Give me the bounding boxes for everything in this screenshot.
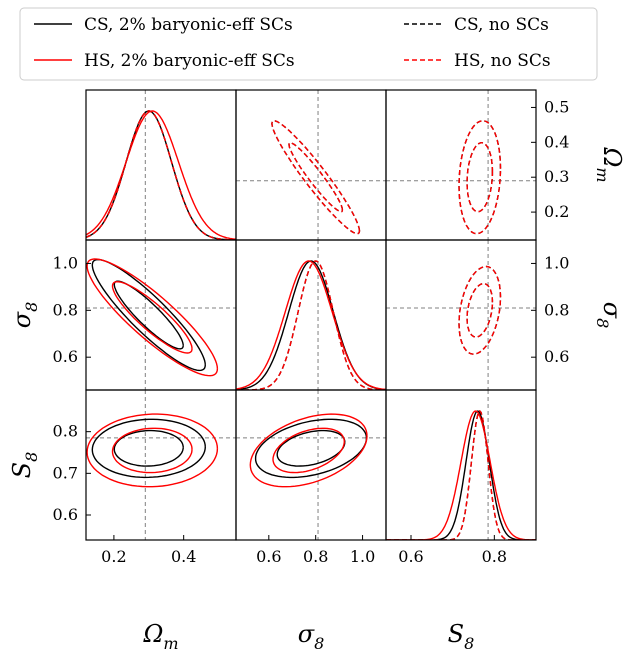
corner-panels [85, 89, 537, 541]
y-right-tick-label-sigma_8-2: 1.0 [544, 253, 569, 272]
ylabel-right-sigma-8: σ8 [593, 302, 626, 329]
diag-curve-s_8-1 [386, 410, 536, 540]
contour-sigma_8-omega_m-3-0 [288, 141, 344, 213]
contour-s_8-sigma_8-2-0 [466, 282, 494, 338]
y-tick-label-s_8-2: 0.8 [53, 422, 78, 441]
diag-curve-sigma_8-2 [236, 260, 386, 390]
xlabel-sigma-8-sub: 8 [314, 634, 324, 650]
contour-omega_m-sigma_8-1-0 [111, 280, 193, 354]
contour-sigma_8-s_8-0-1 [254, 418, 368, 479]
legend-entry-4: HS, no SCs [454, 51, 551, 71]
contour-omega_m-s_8-1-0 [111, 427, 193, 474]
diag-curve-omega_m-1 [86, 110, 236, 240]
diag-curve-sigma_8-1 [236, 260, 386, 390]
contour-s_8-omega_m-3-0 [466, 141, 494, 213]
x-tick-label-s_8-1: 0.8 [482, 547, 507, 566]
y-right-tick-label-sigma_8-1: 0.8 [544, 300, 569, 319]
xlabel-sigma-8-base: σ [298, 620, 315, 648]
panel-frame-0-1 [235, 89, 387, 241]
panel-0-1 [236, 90, 386, 240]
diag-curve-s_8-3 [386, 409, 536, 540]
panel-frame-1-2 [385, 239, 537, 391]
ylabel-left-s-8-sub: 8 [22, 452, 41, 462]
legend-entry-3: HS, 2% baryonic-eff SCs [84, 51, 295, 71]
y-right-tick-label-omega_m-3: 0.5 [544, 97, 569, 116]
ylabel-left-sigma-8-sub: 8 [22, 302, 41, 312]
diag-curve-sigma_8-3 [236, 260, 386, 390]
y-tick-label-s_8-0: 0.6 [53, 505, 78, 524]
panel-1-0 [86, 240, 236, 390]
chart-legend: CS, 2% baryonic-eff SCs CS, no SCs HS, 2% … [19, 7, 598, 81]
contour-omega_m-sigma_8-1-1 [86, 258, 219, 377]
x-tick-label-omega_m-0: 0.2 [101, 547, 126, 566]
contour-omega_m-sigma_8-0-0 [113, 280, 184, 350]
panel-2-1 [236, 390, 386, 540]
y-right-tick-label-omega_m-0: 0.2 [544, 202, 569, 221]
legend-entry-2: CS, no SCs [454, 15, 549, 35]
xlabel-omega-m-sub: m [163, 634, 178, 650]
contour-sigma_8-s_8-0-0 [276, 429, 346, 467]
panel-frame-2-2 [385, 389, 537, 541]
x-tick-label-s_8-0: 0.6 [398, 547, 423, 566]
panel-frame-1-1 [235, 239, 387, 391]
x-tick-label-sigma_8-0: 0.6 [256, 547, 281, 566]
legend-entry-1: CS, 2% baryonic-eff SCs [84, 15, 293, 35]
ylabel-left-s-8-base: S [8, 462, 36, 478]
ylabel-right-omega-m-base: Ω [598, 146, 626, 167]
ylabel-left-sigma-8: σ8 [8, 302, 41, 329]
ylabel-right-sigma-8-sub: 8 [593, 318, 612, 328]
contour-s_8-sigma_8-2-1 [458, 265, 502, 355]
ylabel-left-s-8: S8 [8, 452, 41, 479]
contour-omega_m-s_8-0-1 [91, 418, 206, 479]
panel-1-2 [386, 240, 536, 390]
contour-sigma_8-s_8-1-0 [272, 427, 345, 474]
xlabel-s-8-base: S [448, 620, 464, 648]
ylabel-left-sigma-8-base: σ [8, 311, 36, 328]
ylabel-right-omega-m: Ωm [593, 146, 626, 182]
diag-curve-s_8-2 [386, 409, 536, 540]
panel-2-0 [86, 390, 236, 540]
y-right-tick-label-omega_m-2: 0.4 [544, 132, 569, 151]
ylabel-right-sigma-8-base: σ [598, 302, 626, 319]
y-right-tick-label-sigma_8-0: 0.6 [544, 347, 569, 366]
contour-sigma_8-s_8-1-1 [249, 413, 368, 488]
panel-1-1 [236, 240, 386, 390]
contour-sigma_8-omega_m-2-0 [288, 141, 344, 213]
axis-labels: 0.2 0.4 0.6 0.8 1.0 0.6 0.8 0.6 0.8 1.0 0.6 0.7 0.8 0… [8, 97, 626, 650]
panel-frame-0-0 [85, 89, 237, 241]
contour-omega_m-s_8-1-1 [86, 413, 219, 488]
diag-curve-sigma_8-0 [236, 260, 386, 390]
panel-2-2 [386, 390, 536, 540]
panel-0-2 [386, 90, 536, 240]
diag-curve-omega_m-3 [86, 110, 236, 240]
contour-s_8-omega_m-3-1 [458, 120, 502, 235]
contour-sigma_8-omega_m-2-1 [271, 120, 361, 235]
x-tick-label-sigma_8-2: 1.0 [350, 547, 375, 566]
y-tick-label-sigma_8-1: 0.8 [53, 300, 78, 319]
panel-0-0 [86, 90, 236, 240]
contour-omega_m-sigma_8-0-1 [91, 258, 206, 372]
contour-s_8-sigma_8-3-0 [466, 282, 494, 338]
xlabel-omega-m-base: Ω [142, 620, 163, 648]
legend-frame [19, 7, 598, 81]
contour-s_8-omega_m-2-0 [466, 141, 494, 213]
y-tick-label-sigma_8-2: 1.0 [53, 253, 78, 272]
xlabel-omega-m: Ωm [142, 620, 178, 650]
y-tick-label-sigma_8-0: 0.6 [53, 347, 78, 366]
xlabel-sigma-8: σ8 [298, 620, 325, 650]
ylabel-right-omega-m-sub: m [593, 167, 612, 182]
x-tick-label-sigma_8-1: 0.8 [303, 547, 328, 566]
xlabel-s-8-sub: 8 [464, 634, 474, 650]
y-tick-label-s_8-1: 0.7 [53, 463, 78, 482]
x-tick-label-omega_m-1: 0.4 [171, 547, 196, 566]
xlabel-s-8: S8 [448, 620, 475, 650]
contour-omega_m-s_8-0-0 [113, 429, 184, 467]
diag-curve-s_8-0 [386, 410, 536, 540]
y-right-tick-label-omega_m-1: 0.3 [544, 167, 569, 186]
contour-sigma_8-omega_m-3-1 [271, 120, 361, 235]
contour-s_8-sigma_8-3-1 [458, 265, 502, 355]
contour-s_8-omega_m-2-1 [458, 120, 502, 235]
